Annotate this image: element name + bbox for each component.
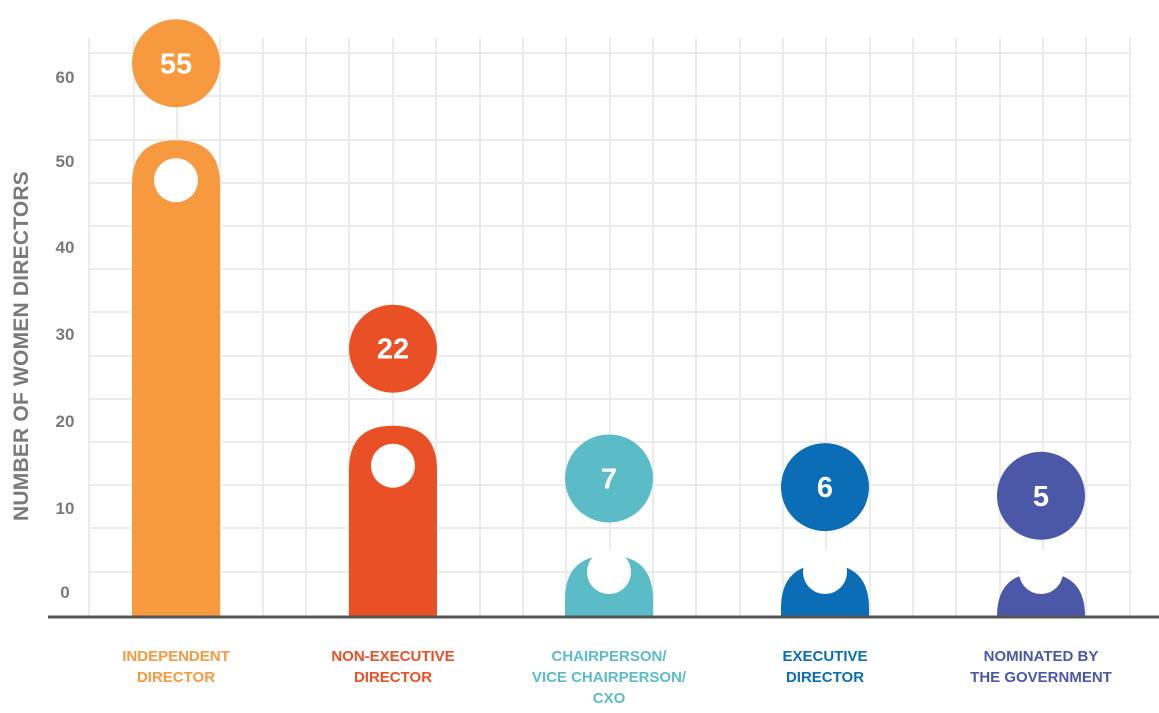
y-tick-label: 30 (56, 325, 75, 344)
y-tick-label: 20 (56, 412, 75, 431)
bar-head-circle (1019, 550, 1063, 594)
bar (997, 572, 1085, 616)
category-label: EXECUTIVE DIRECTOR (782, 648, 867, 686)
y-axis-title: NUMBER OF WOMEN DIRECTORS (10, 171, 33, 521)
y-axis-ticks: 0 10 20 30 40 50 60 (56, 68, 75, 602)
data-label: 7 (601, 463, 617, 495)
y-tick-label: 50 (56, 152, 75, 171)
y-tick-label: 40 (56, 238, 75, 257)
bar-group: 5 (997, 451, 1085, 616)
category-label: NON-EXECUTIVE DIRECTOR (331, 648, 454, 686)
value-bubble (132, 19, 220, 108)
grid (88, 38, 1132, 616)
y-tick-label: 0 (60, 583, 69, 602)
data-label: 22 (377, 334, 409, 366)
value-bubble (781, 443, 869, 532)
bar (349, 425, 437, 616)
category-labels: INDEPENDENT DIRECTOR NON-EXECUTIVE DIRECTOR… (122, 648, 1112, 707)
value-bubble (565, 434, 653, 523)
bar-head-circle (154, 158, 198, 203)
bar-head-circle (803, 550, 847, 594)
bar-group: 7 (565, 434, 653, 616)
bar-group: 6 (781, 443, 869, 616)
y-tick-label: 10 (56, 499, 75, 518)
data-label: 6 (817, 472, 833, 504)
value-bubble (349, 304, 437, 393)
bar (132, 140, 220, 616)
category-label: INDEPENDENT DIRECTOR (122, 648, 230, 686)
value-bubble (997, 451, 1085, 540)
bar-group: 55 (132, 19, 220, 616)
bars: 55 22 7 6 5 (132, 19, 1085, 616)
bar-group: 22 (349, 304, 437, 616)
data-label: 5 (1033, 481, 1049, 513)
category-label: CHAIRPERSON/VICE CHAIRPERSON/CXO (532, 648, 687, 707)
data-label: 55 (160, 48, 192, 80)
bar-head-circle (587, 550, 631, 594)
y-tick-label: 60 (56, 68, 75, 87)
category-label: NOMINATED BY THE GOVERNMENT (970, 648, 1112, 686)
bar-head-circle (371, 443, 415, 488)
